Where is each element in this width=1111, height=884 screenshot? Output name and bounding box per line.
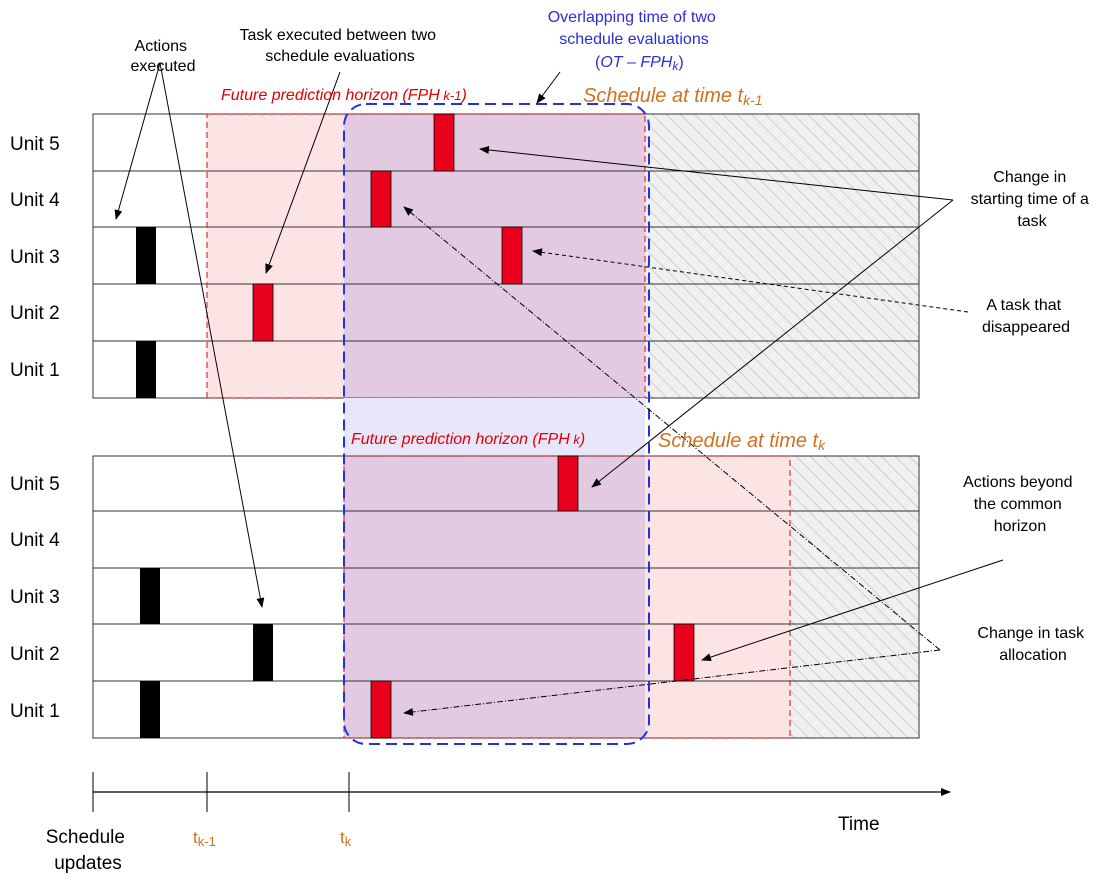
- actions-beyond-label: Actions beyond the common horizon: [963, 474, 1077, 535]
- unit-label: Unit 3: [10, 587, 60, 608]
- schedule-updates-label: Schedule updates: [46, 827, 131, 874]
- arrow-start-top: [479, 145, 954, 201]
- unit-label: Unit 4: [10, 530, 60, 551]
- task-disappeared-label: A task that disappeared: [982, 297, 1070, 336]
- task-block-red: [501, 226, 523, 285]
- arrow-alloc-bottom: [403, 649, 941, 716]
- task-between-label: Task executed between two schedule evalu…: [239, 27, 440, 65]
- time-axis: Time Schedule updates tk-1 tk: [46, 772, 951, 874]
- overlap-gap: [344, 398, 645, 456]
- arrow-start-bottom: [591, 199, 954, 488]
- schedule-prev-label: Schedule at time tk-1: [583, 85, 763, 108]
- unit-label: Unit 5: [10, 474, 60, 495]
- unit-label: Unit 2: [10, 303, 60, 324]
- t-curr-label: tk: [340, 828, 352, 849]
- schedule-top: Unit 5 Unit 4 Unit 3 Unit 2 Unit 1: [10, 113, 920, 399]
- fph-prev-label: Future prediction horizon (FPH k-1): [221, 87, 467, 104]
- unit-label: Unit 5: [10, 134, 60, 155]
- schedule-curr-label: Schedule at time tk: [658, 430, 826, 453]
- task-block-black: [136, 227, 156, 284]
- unit-label: Unit 4: [10, 190, 60, 211]
- arrow-actions-top: [114, 62, 161, 220]
- unit-label: Unit 2: [10, 644, 60, 665]
- unit-label: Unit 1: [10, 701, 60, 722]
- schedule-bottom: Unit 5 Unit 4 Unit 3 Unit 2 Unit 1: [10, 455, 920, 739]
- overlap-region-bottom: [344, 456, 645, 738]
- task-block-black: [140, 568, 160, 624]
- arrow-actions-bottom: [159, 62, 265, 608]
- overlap-formula: (OT – FPHk): [595, 54, 684, 73]
- task-block-red: [673, 623, 695, 682]
- time-label: Time: [838, 814, 880, 835]
- t-prev-label: tk-1: [193, 828, 216, 849]
- overlap-border: [343, 103, 650, 745]
- arrow-beyond: [701, 559, 1004, 661]
- task-block-red: [370, 680, 392, 739]
- task-block-black: [253, 624, 273, 681]
- task-block-black: [140, 681, 160, 738]
- arrow-disappeared: [532, 248, 969, 313]
- hatched-region-bottom: [790, 456, 919, 738]
- overlap-region-top: [344, 114, 645, 398]
- task-block-red: [370, 170, 392, 228]
- arrow-alloc-top: [403, 206, 941, 651]
- task-block-red: [557, 455, 579, 512]
- task-block-red: [252, 283, 274, 342]
- change-alloc-label: Change in task allocation: [977, 625, 1088, 664]
- arrows: [114, 62, 1004, 716]
- overlap-label: Overlapping time of two schedule evaluat…: [548, 9, 721, 48]
- unit-label: Unit 1: [10, 360, 60, 381]
- arrow-task-between: [265, 71, 341, 274]
- actions-executed-label: Actions executed: [131, 38, 196, 75]
- arrow-overlap: [536, 71, 561, 104]
- change-start-label: Change in starting time of a task: [971, 169, 1094, 230]
- hatched-region-top: [645, 114, 919, 398]
- task-block-red: [433, 113, 455, 172]
- task-block-black: [136, 341, 156, 398]
- fph-curr-label: Future prediction horizon (FPH k): [351, 431, 585, 448]
- unit-label: Unit 3: [10, 247, 60, 268]
